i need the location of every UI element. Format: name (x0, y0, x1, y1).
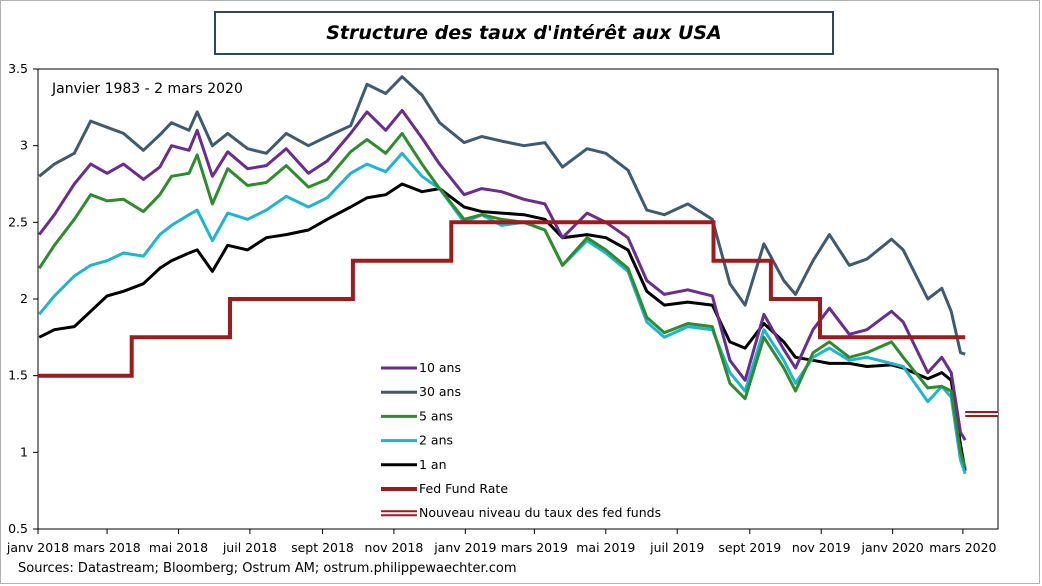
y-tick-label: 0.5 (8, 521, 28, 536)
x-tick-label: mars 2018 (73, 540, 140, 555)
x-tick-label: sept 2018 (291, 540, 354, 555)
legend-10-ans-label: 10 ans (419, 360, 461, 375)
source-note: Sources: Datastream; Bloomberg; Ostrum A… (18, 561, 517, 576)
legend-fed-fund-rate-label: Fed Fund Rate (419, 481, 508, 496)
x-tick-label: janv 2018 (6, 540, 69, 555)
x-tick-label: juil 2019 (649, 540, 704, 555)
legend-2-ans-label: 2 ans (419, 433, 453, 448)
y-tick-label: 1.5 (8, 368, 28, 383)
legend-nouveau-niveau-du-taux-des-fed-funds-label: Nouveau niveau du taux des fed funds (419, 505, 661, 520)
y-tick-label: 2.5 (8, 214, 28, 229)
x-tick-label: janv 2019 (433, 540, 496, 555)
y-tick-label: 3 (20, 138, 28, 153)
x-tick-label: mars 2019 (501, 540, 568, 555)
x-tick-label: mai 2019 (576, 540, 635, 555)
series-30-ans-line (38, 75, 966, 356)
y-tick-label: 1 (20, 444, 28, 459)
legend-5-ans-label: 5 ans (419, 408, 453, 423)
series-10-ans-line (38, 108, 967, 441)
plot-area (37, 68, 999, 530)
x-tick-label: mars 2020 (929, 540, 996, 555)
x-tick-label: nov 2019 (792, 540, 851, 555)
series-fed-fund-rate-line (38, 220, 966, 378)
period-annotation: Janvier 1983 - 2 mars 2020 (51, 81, 243, 97)
legend-30-ans-label: 30 ans (419, 384, 461, 399)
legend-1-an-label: 1 an (419, 457, 447, 472)
series-5-ans-line (37, 131, 967, 469)
series-2-ans-line (38, 151, 967, 475)
series-layer (37, 75, 998, 475)
y-tick-label: 3.5 (8, 61, 28, 76)
legend: 10 ans 30 ans 5 ans 2 ans 1 an Fed Fund Rate N… (381, 360, 661, 520)
chart-title: Structure des taux d'intérêt aux USA (326, 22, 722, 44)
x-axis: janv 2018 mars 2018 mai 2018 juil 2018 sept … (6, 529, 997, 555)
x-tick-label: mai 2018 (149, 540, 208, 555)
x-tick-label: janv 2020 (861, 540, 924, 555)
y-tick-label: 2 (20, 291, 28, 306)
x-tick-label: nov 2018 (365, 540, 424, 555)
series-1-an-line (38, 182, 967, 471)
y-axis: 0.5 1 1.5 2 2.5 3 3.5 (8, 61, 38, 536)
x-tick-label: sept 2019 (718, 540, 781, 555)
chart-title-box: Structure des taux d'intérêt aux USA (214, 11, 834, 55)
x-tick-label: juil 2018 (222, 540, 277, 555)
